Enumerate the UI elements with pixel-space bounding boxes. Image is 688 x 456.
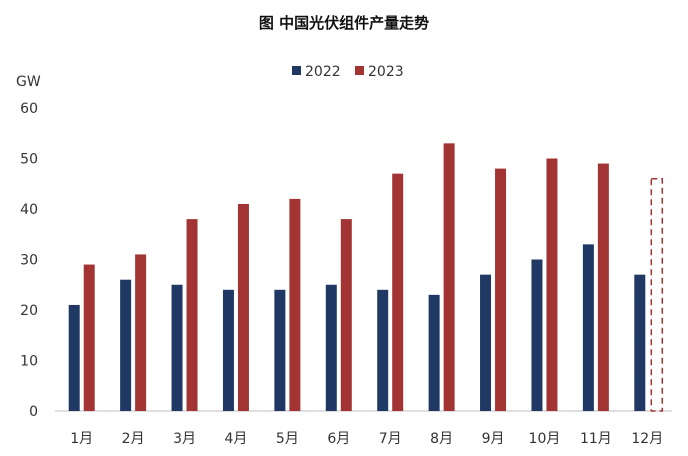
bar-2022-1月 bbox=[68, 304, 80, 411]
legend-swatch-2022 bbox=[292, 66, 301, 75]
bar-2023-6月 bbox=[340, 219, 352, 411]
x-tick-label: 7月 bbox=[379, 431, 402, 447]
bar-2023-7月 bbox=[392, 173, 404, 411]
x-tick-label: 10月 bbox=[529, 431, 561, 447]
legend: 2022 2023 bbox=[292, 64, 404, 80]
y-axis: 0 10 20 30 40 50 60 bbox=[20, 101, 38, 420]
x-tick-label: 9月 bbox=[482, 431, 505, 447]
y-tick-label: 10 bbox=[20, 354, 38, 370]
bar-2022-9月 bbox=[480, 274, 492, 411]
x-tick-label: 5月 bbox=[276, 431, 299, 447]
bar-2022-6月 bbox=[325, 284, 337, 411]
bar-2023-8月 bbox=[443, 143, 455, 411]
x-tick-label: 4月 bbox=[224, 431, 247, 447]
bar-2022-5月 bbox=[274, 289, 286, 411]
y-tick-label: 20 bbox=[20, 303, 38, 319]
bar-2022-12月 bbox=[634, 274, 646, 411]
x-tick-label: 11月 bbox=[580, 431, 612, 447]
bar-2023-5月 bbox=[289, 198, 301, 411]
bar-2022-8月 bbox=[428, 294, 440, 411]
x-tick-label: 3月 bbox=[173, 431, 196, 447]
x-tick-label: 1月 bbox=[70, 431, 93, 447]
y-tick-label: 30 bbox=[20, 253, 38, 269]
bar-2022-3月 bbox=[171, 284, 183, 411]
bar-2023-3月 bbox=[186, 219, 198, 411]
bar-2023-placeholder-12月 bbox=[650, 177, 664, 412]
bar-2022-10月 bbox=[531, 259, 543, 411]
chart-title: 图 中国光伏组件产量走势 bbox=[258, 14, 430, 32]
bar-2023-2月 bbox=[135, 254, 147, 411]
y-tick-label: 50 bbox=[20, 152, 38, 168]
legend-label-2023: 2023 bbox=[368, 64, 404, 80]
bar-2023-9月 bbox=[495, 168, 507, 411]
x-tick-label: 6月 bbox=[327, 431, 350, 447]
legend-swatch-2023 bbox=[355, 66, 364, 75]
x-tick-label: 2月 bbox=[122, 431, 145, 447]
bar-2022-11月 bbox=[582, 244, 594, 411]
bar-2022-2月 bbox=[120, 279, 132, 411]
bar-2023-11月 bbox=[597, 163, 609, 411]
bar-2022-4月 bbox=[222, 289, 234, 411]
bar-2023-10月 bbox=[546, 158, 558, 411]
y-tick-label: 40 bbox=[20, 202, 38, 218]
x-tick-label: 8月 bbox=[430, 431, 453, 447]
bars bbox=[68, 143, 664, 412]
bar-2023-1月 bbox=[83, 264, 95, 411]
bar-2023-4月 bbox=[237, 203, 249, 411]
legend-label-2022: 2022 bbox=[305, 64, 341, 80]
x-tick-label: 12月 bbox=[631, 431, 663, 447]
bar-2022-7月 bbox=[377, 289, 389, 411]
y-axis-unit-label: GW bbox=[16, 74, 41, 90]
y-tick-label: 60 bbox=[20, 101, 38, 117]
x-axis: 1月 2月 3月 4月 5月 6月 7月 8月 9月 10月 11月 12月 bbox=[70, 431, 663, 447]
y-tick-label: 0 bbox=[29, 404, 38, 420]
